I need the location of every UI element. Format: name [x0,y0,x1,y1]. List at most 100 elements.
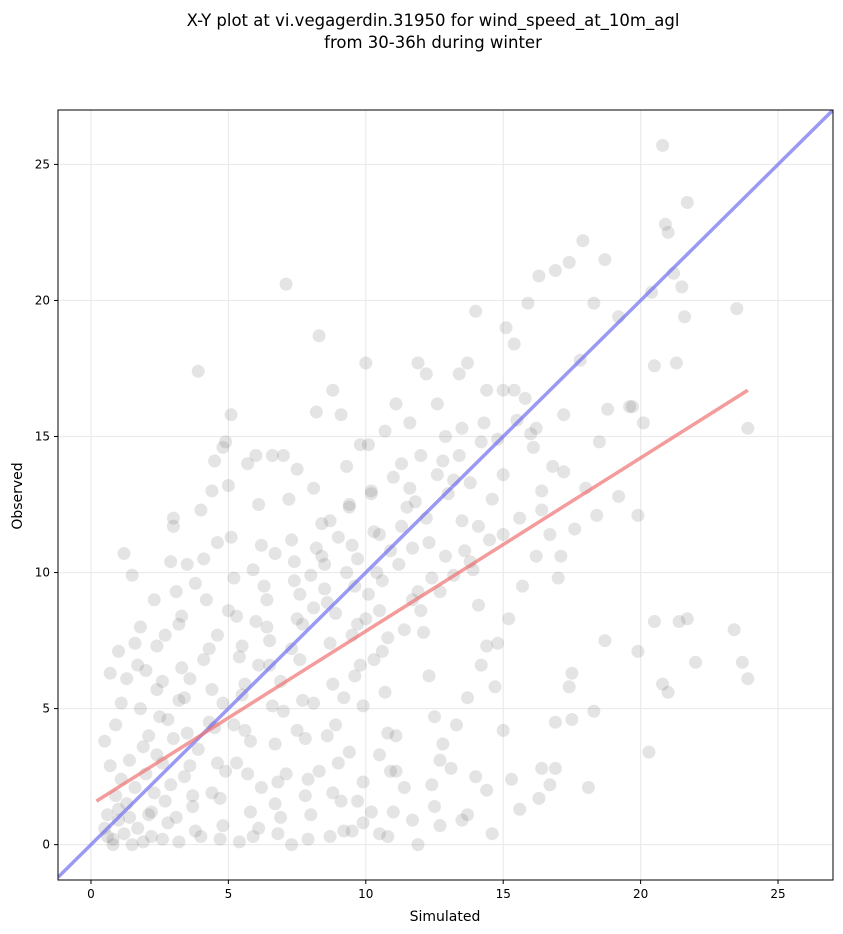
scatter-point [452,449,466,462]
scatter-point [285,533,299,547]
scatter-point [263,658,277,672]
scatter-point [491,636,505,650]
x-tick-label: 0 [87,887,95,901]
scatter-point [329,606,343,620]
scatter-point [142,729,156,743]
scatter-point [224,530,238,544]
scatter-point [507,337,521,351]
scatter-point [337,691,351,705]
scatter-point [117,827,131,841]
scatter-point [672,615,686,628]
scatter-point [532,269,546,283]
scatter-point [230,609,244,623]
scatter-point [188,824,202,838]
scatter-point [535,503,549,517]
scatter-point [345,538,359,552]
y-tick-label: 15 [35,430,50,444]
scatter-point [216,696,230,710]
scatter-point [480,383,494,397]
scatter-point [386,805,400,819]
scatter-point [252,498,266,511]
scatter-point [103,666,117,680]
scatter-point [680,612,694,626]
scatter-point [565,666,579,680]
scatter-point [177,691,191,705]
scatter-point [128,636,142,650]
scatter-point [230,756,244,770]
scatter-point [417,625,430,639]
y-tick-label: 0 [42,838,50,852]
scatter-point [208,454,222,468]
scatter-point [205,683,219,696]
scatter-point [147,593,161,607]
scatter-point [199,593,213,607]
scatter-point [436,737,450,751]
y-tick-label: 5 [42,702,50,716]
scatter-point [150,639,164,653]
scatter-point [529,549,543,563]
scatter-point [678,310,692,324]
scatter-point [166,511,180,525]
scatter-point [164,778,178,792]
chart-title-line-1: X-Y plot at vi.vegagerdin.31950 for wind… [187,11,680,31]
scatter-point [548,715,562,729]
scatter-point [348,669,362,683]
scatter-point [136,740,150,754]
scatter-point [458,544,472,558]
scatter-point [158,628,172,642]
scatter-point [106,838,120,852]
scatter-point [109,718,123,732]
scatter-point [516,579,529,593]
scatter-point [103,759,117,773]
scatter-point [188,576,202,590]
scatter-point [329,718,343,732]
scatter-point [180,557,194,571]
scatter-point [510,413,524,427]
scatter-points [98,138,755,852]
scatter-point [271,775,285,789]
scatter-point [186,789,200,803]
scatter-point [485,827,499,841]
scatter-point [172,693,186,707]
scatter-point [301,832,315,846]
scatter-point [180,726,194,740]
scatter-point [658,217,672,231]
scatter-point [285,838,299,852]
scatter-point [647,359,661,373]
scatter-point [598,634,612,648]
scatter-point [521,296,535,310]
scatter-point [216,819,230,833]
scatter-point [364,805,378,819]
scatter-point [548,761,562,775]
scatter-point [353,438,367,452]
scatter-point [271,827,285,841]
scatter-point [133,620,147,634]
scatter-point [249,615,263,628]
scatter-point [546,459,560,473]
scatter-point [309,541,323,555]
scatter-point [384,764,397,778]
scatter-point [439,430,452,443]
scatter-point [741,672,755,686]
scatter-point [263,634,277,648]
scatter-point [505,772,518,786]
scatter-point [340,459,354,473]
scatter-point [518,391,532,405]
scatter-point [488,680,502,694]
scatter-point [224,408,238,422]
scatter-point [469,770,483,784]
scatter-point [260,593,274,607]
regression-lines [58,110,833,879]
scatter-point [112,813,125,827]
scatter-point [389,729,403,743]
scatter-point [480,783,494,797]
scatter-point [461,691,474,705]
scatter-point [326,383,340,397]
scatter-point [227,718,241,732]
scatter-point [463,476,477,490]
scatter-point [411,356,425,370]
x-tick-label: 15 [496,887,511,901]
scatter-point [265,699,279,713]
scatter-point [125,568,139,582]
scatter-point [342,500,356,514]
